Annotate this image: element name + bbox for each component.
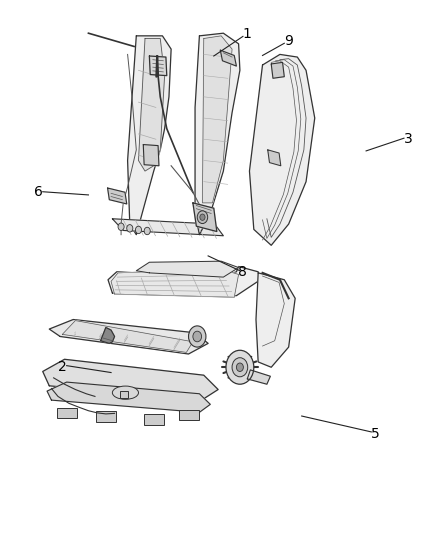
Circle shape xyxy=(135,226,141,233)
Polygon shape xyxy=(49,319,208,354)
Polygon shape xyxy=(138,38,165,171)
Polygon shape xyxy=(256,273,295,367)
Polygon shape xyxy=(202,36,232,203)
Bar xyxy=(57,408,77,418)
Circle shape xyxy=(127,224,133,232)
Bar xyxy=(96,411,116,422)
Text: 5: 5 xyxy=(371,426,380,440)
Polygon shape xyxy=(127,36,171,235)
Circle shape xyxy=(188,326,206,347)
Text: 8: 8 xyxy=(239,265,247,279)
Polygon shape xyxy=(108,266,260,296)
Circle shape xyxy=(197,211,208,223)
Circle shape xyxy=(144,227,150,235)
Circle shape xyxy=(232,358,248,377)
Bar xyxy=(144,414,164,424)
Polygon shape xyxy=(108,188,127,204)
Bar xyxy=(179,410,198,420)
Polygon shape xyxy=(136,261,239,277)
Polygon shape xyxy=(143,144,159,166)
Polygon shape xyxy=(113,219,223,236)
Polygon shape xyxy=(47,382,210,413)
Polygon shape xyxy=(62,320,193,352)
Polygon shape xyxy=(111,269,239,297)
Polygon shape xyxy=(43,359,218,400)
Polygon shape xyxy=(195,33,240,235)
Circle shape xyxy=(118,223,124,230)
Polygon shape xyxy=(268,150,281,166)
Circle shape xyxy=(237,363,244,372)
Polygon shape xyxy=(149,56,167,76)
Text: 2: 2 xyxy=(58,360,67,374)
Circle shape xyxy=(193,331,201,342)
Polygon shape xyxy=(101,327,115,343)
Polygon shape xyxy=(220,50,237,66)
Text: 1: 1 xyxy=(243,27,252,41)
Polygon shape xyxy=(193,203,217,231)
Text: 6: 6 xyxy=(34,185,43,199)
Circle shape xyxy=(200,214,205,220)
Circle shape xyxy=(226,350,254,384)
Polygon shape xyxy=(247,370,270,384)
Polygon shape xyxy=(250,54,315,245)
Ellipse shape xyxy=(113,386,138,399)
Text: 3: 3 xyxy=(404,132,413,146)
Bar xyxy=(120,391,127,398)
Text: 9: 9 xyxy=(284,34,293,48)
Polygon shape xyxy=(271,62,284,78)
